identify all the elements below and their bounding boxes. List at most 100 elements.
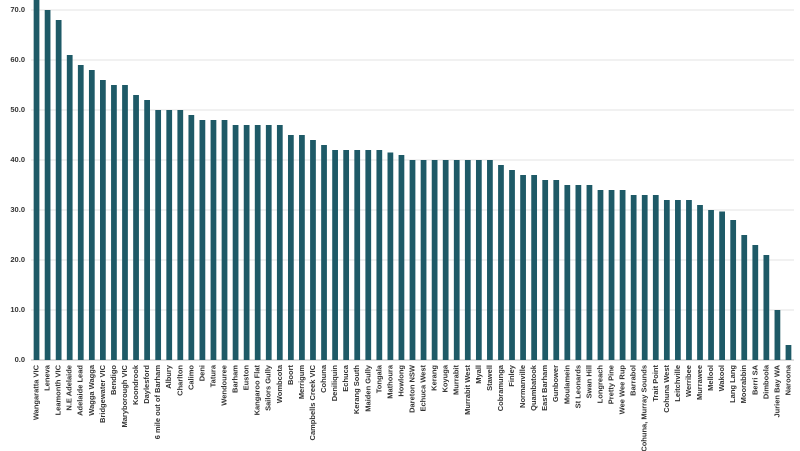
bar <box>332 150 338 360</box>
y-tick-label: 20.0 <box>10 255 25 264</box>
x-tick-label: Wombcota <box>275 364 284 403</box>
bar <box>133 95 139 360</box>
x-tick-label: Lang Lang <box>728 365 737 403</box>
y-tick-label: 10.0 <box>10 305 25 314</box>
bar <box>177 110 184 360</box>
x-tick-label: Howlong <box>396 365 405 397</box>
bar <box>210 120 217 360</box>
x-tick-label: Cohuna West <box>662 364 671 412</box>
x-tick-label: Leitchville <box>673 365 682 402</box>
x-tick-label: Dareton NSW <box>407 364 416 413</box>
x-tick-label: Berri SA <box>750 364 759 395</box>
x-tick-label: Jurien Bay WA <box>772 364 781 417</box>
x-tick-label: Quambatook <box>529 364 538 411</box>
y-tick-label: 0.0 <box>15 355 25 364</box>
x-tick-label: N.E Adelaide <box>65 365 74 411</box>
x-tick-label: Daylesford <box>142 365 151 404</box>
bar <box>188 115 195 360</box>
x-tick-label: Murrawee <box>695 365 704 400</box>
x-tick-label: Leneva <box>43 364 52 391</box>
bar <box>487 160 493 360</box>
x-tick-label: Moorabbin <box>739 365 748 404</box>
bar <box>155 110 162 360</box>
x-tick-label: Wakool <box>717 365 726 391</box>
x-tick-label: Maiden Gully <box>363 364 372 412</box>
bar <box>575 185 582 360</box>
bar <box>66 55 73 360</box>
x-tick-label: Bendigo <box>109 365 118 395</box>
bar <box>708 210 714 360</box>
x-tick-label: Deni <box>197 365 206 381</box>
x-tick-label: Mathoura <box>385 364 394 399</box>
x-tick-label: Calimo <box>186 365 195 390</box>
bar <box>608 190 615 360</box>
bar <box>376 150 383 360</box>
bar <box>365 150 372 360</box>
bar <box>144 100 150 360</box>
x-tick-label: Albury <box>164 364 173 389</box>
bar <box>100 80 106 360</box>
bar <box>166 110 173 360</box>
x-tick-label: Bridgewater VIC <box>98 364 107 423</box>
bar <box>597 190 604 360</box>
bar <box>730 220 737 360</box>
bar <box>409 160 416 360</box>
x-tick-label: Barrabol <box>629 365 638 396</box>
x-tick-label: Tatura <box>208 364 217 387</box>
bar <box>464 160 471 360</box>
x-tick-label: Sailors Gully <box>264 364 273 411</box>
bar <box>442 160 449 360</box>
x-tick-label: Kerang <box>430 365 439 391</box>
bar <box>221 120 228 360</box>
y-tick-label: 70.0 <box>10 5 25 14</box>
x-tick-label: Naroona <box>783 364 792 395</box>
bar <box>310 140 316 360</box>
bar <box>475 160 482 360</box>
x-tick-label: Myall <box>474 365 483 384</box>
y-tick-label: 50.0 <box>10 105 25 114</box>
x-tick-label: Tongala <box>374 364 383 393</box>
bar <box>343 150 350 360</box>
bar <box>122 85 128 360</box>
x-tick-label: Cohuna <box>319 364 328 393</box>
x-tick-label: East Barham <box>540 365 549 411</box>
bar <box>44 10 51 360</box>
bar <box>741 235 748 360</box>
x-tick-label: Wagga Wagga <box>87 364 96 416</box>
x-tick-label: Dimboola <box>761 364 770 399</box>
x-tick-label: Kerang South <box>352 365 361 415</box>
x-tick-label: Euston <box>242 365 251 391</box>
bar <box>763 255 770 360</box>
x-tick-label: Stawell <box>485 365 494 391</box>
x-tick-label: Maryborough VIC <box>120 364 129 427</box>
bar <box>77 65 84 360</box>
x-tick-label: Swan Hill <box>584 365 593 398</box>
y-tick-label: 60.0 <box>10 55 25 64</box>
bar <box>254 125 261 360</box>
bar <box>719 211 725 360</box>
bar <box>619 190 626 360</box>
x-tick-label: Charlton <box>175 365 184 396</box>
bar <box>542 180 549 360</box>
bar <box>33 0 40 360</box>
x-tick-label: Cobramunga <box>496 364 505 411</box>
y-tick-label: 30.0 <box>10 205 25 214</box>
bar <box>785 345 792 360</box>
bar <box>453 160 460 360</box>
x-tick-label: Koyuga <box>441 364 450 392</box>
x-tick-label: Echuca West <box>419 364 428 411</box>
bar <box>697 205 703 360</box>
x-tick-label: Leamonth VIC <box>54 364 63 415</box>
x-tick-label: Murrabit <box>452 364 461 395</box>
x-tick-label: Cohuna, Murray Sounds <box>640 365 649 451</box>
x-tick-label: Merrigum <box>297 365 306 400</box>
bar <box>265 125 272 360</box>
bar <box>321 145 327 360</box>
bar <box>387 152 394 360</box>
bar <box>586 185 593 360</box>
bar <box>431 160 438 360</box>
bar <box>686 200 692 360</box>
bar <box>498 165 504 360</box>
x-tick-label: Wangaratta VIC <box>32 364 41 420</box>
